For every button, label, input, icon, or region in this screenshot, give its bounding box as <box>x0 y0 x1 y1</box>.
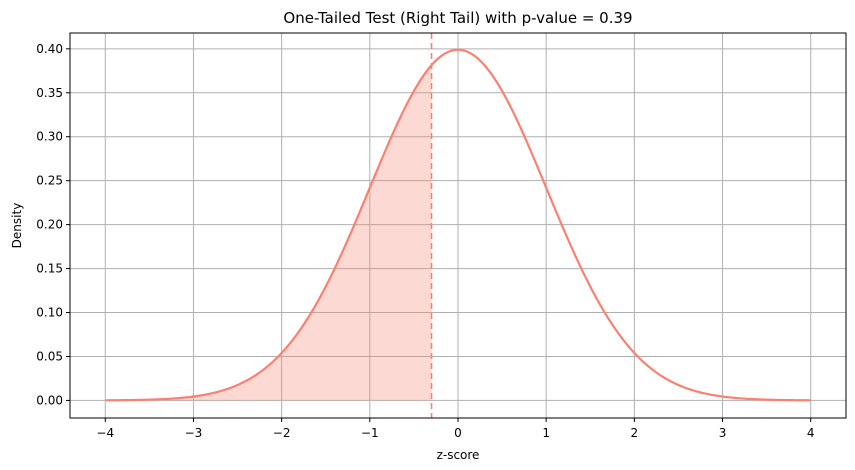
y-axis-title: Density <box>10 203 24 249</box>
y-tick-label: 0.30 <box>36 130 63 144</box>
x-tick-label: 0 <box>454 426 462 440</box>
y-tick-label: 0.00 <box>36 393 63 407</box>
y-tick-label: 0.20 <box>36 218 63 232</box>
x-tick-label: −1 <box>361 426 379 440</box>
shaded-region <box>105 65 432 401</box>
y-tick-label: 0.35 <box>36 86 63 100</box>
y-tick-label: 0.25 <box>36 174 63 188</box>
chart-title: One-Tailed Test (Right Tail) with p-valu… <box>283 9 632 27</box>
x-tick-label: 3 <box>719 426 727 440</box>
y-tick-label: 0.15 <box>36 262 63 276</box>
x-tick-label: −4 <box>96 426 114 440</box>
y-tick-label: 0.40 <box>36 42 63 56</box>
density-curve <box>105 48 811 402</box>
y-tick-label: 0.10 <box>36 306 63 320</box>
x-tick-label: −3 <box>185 426 203 440</box>
x-axis-ticks: −4 −3 −2 −1 0 1 2 3 4 <box>96 418 815 440</box>
y-axis-ticks: 0.00 0.05 0.10 0.15 0.20 0.25 0.30 0.35 0.40 <box>36 42 70 407</box>
x-tick-label: 1 <box>542 426 550 440</box>
x-tick-label: 2 <box>631 426 639 440</box>
y-tick-label: 0.05 <box>36 349 63 363</box>
x-axis-title: z-score <box>437 448 480 462</box>
x-tick-label: −2 <box>273 426 291 440</box>
grid <box>70 33 846 418</box>
x-tick-label: 4 <box>807 426 815 440</box>
density-line <box>105 48 811 402</box>
shaded-area <box>105 65 432 401</box>
